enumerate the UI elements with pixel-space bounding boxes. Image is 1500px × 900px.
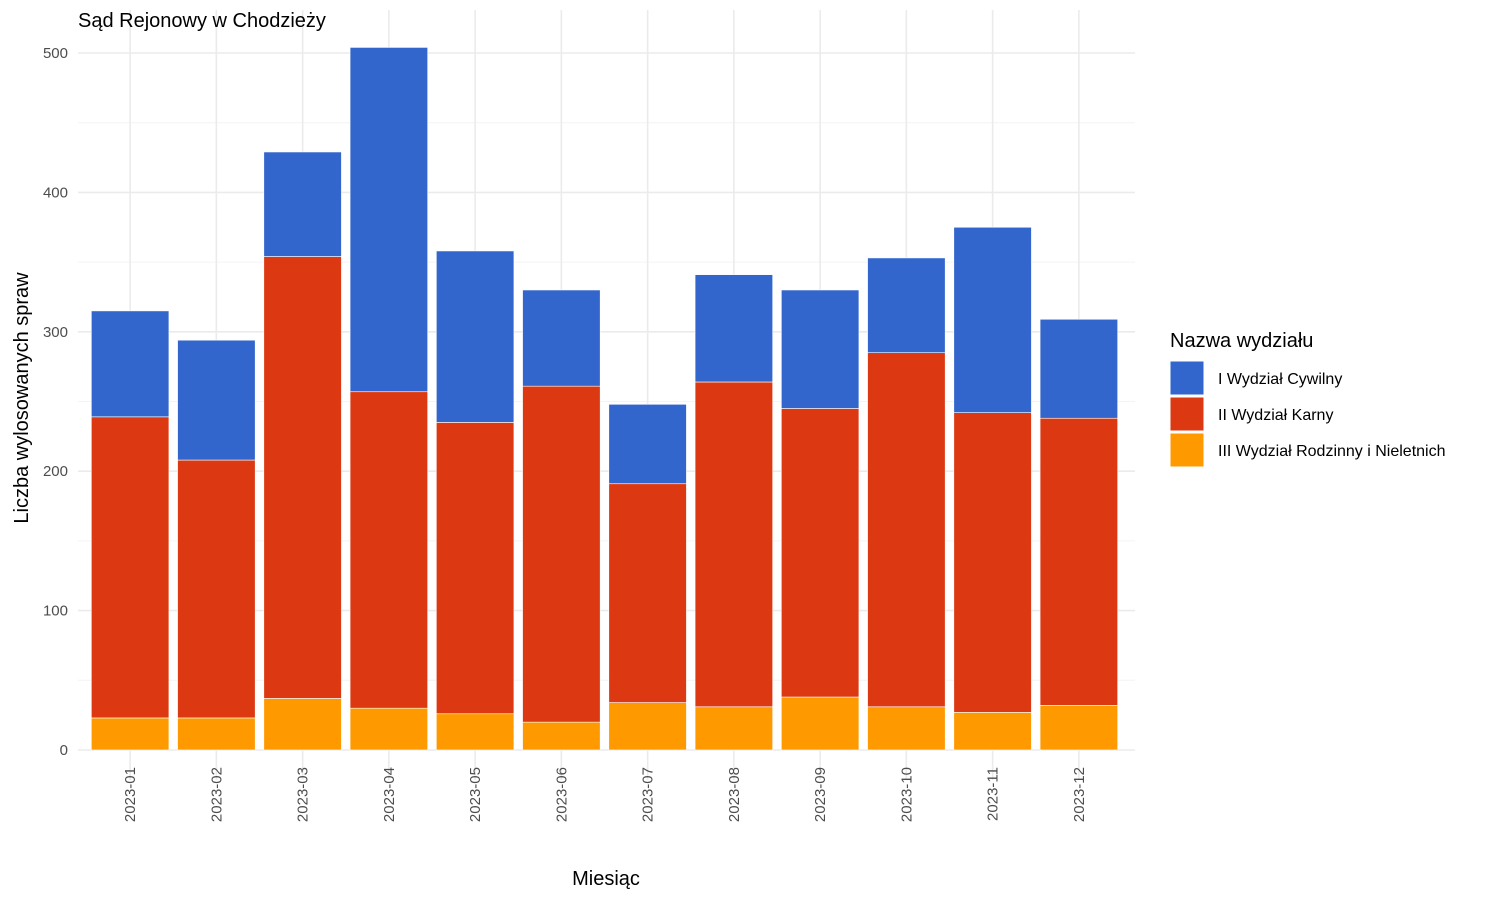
x-tick-label: 2023-09 bbox=[812, 767, 829, 822]
y-tick-label: 400 bbox=[43, 184, 68, 201]
legend-label: III Wydział Rodzinny i Nieletnich bbox=[1218, 443, 1446, 460]
bar-segment bbox=[608, 483, 687, 703]
legend: Nazwa wydziału I Wydział Cywilny II Wydzi… bbox=[1169, 330, 1446, 468]
x-tick-label: 2023-03 bbox=[295, 767, 312, 822]
x-tick-label: 2023-01 bbox=[122, 767, 139, 822]
x-tick-label: 2023-07 bbox=[640, 767, 657, 822]
bar-segment bbox=[91, 310, 170, 418]
legend-swatch bbox=[1169, 396, 1205, 432]
x-tick-label: 2023-12 bbox=[1071, 767, 1088, 822]
x-tick-label: 2023-06 bbox=[553, 767, 570, 822]
bar-segment bbox=[263, 698, 342, 751]
bar-segment bbox=[694, 706, 773, 751]
legend-swatch bbox=[1169, 432, 1205, 468]
bar-segment bbox=[436, 422, 515, 715]
bar-segment bbox=[1039, 318, 1118, 419]
bar-segment bbox=[522, 721, 601, 751]
bar-segment bbox=[177, 459, 256, 719]
bar-segment bbox=[694, 381, 773, 708]
bar-segment bbox=[349, 47, 428, 393]
bar-segment bbox=[608, 702, 687, 751]
bar-segment bbox=[91, 416, 170, 719]
y-tick-label: 500 bbox=[43, 45, 68, 62]
x-tick-label: 2023-11 bbox=[985, 767, 1002, 821]
x-tick-label: 2023-02 bbox=[208, 767, 225, 822]
bar-segment bbox=[953, 226, 1032, 413]
y-axis: 0 100 200 300 400 500 bbox=[43, 45, 68, 759]
bar-segment bbox=[867, 257, 946, 354]
bar-segment bbox=[1039, 705, 1118, 751]
bar-segment bbox=[781, 289, 860, 409]
legend-items: I Wydział Cywilny II Wydział Karny III Wyd… bbox=[1169, 360, 1446, 468]
legend-title: Nazwa wydziału bbox=[1170, 330, 1313, 352]
bar-segment bbox=[177, 339, 256, 461]
bar-segment bbox=[349, 707, 428, 751]
bar-segment bbox=[953, 412, 1032, 713]
bar-segment bbox=[436, 250, 515, 423]
bar-segment bbox=[867, 706, 946, 751]
bar-segment bbox=[263, 256, 342, 699]
bar-segment bbox=[522, 385, 601, 723]
legend-label: II Wydział Karny bbox=[1218, 407, 1333, 424]
x-tick-label: 2023-05 bbox=[467, 767, 484, 822]
bar-segment bbox=[1039, 417, 1118, 706]
bar-segment bbox=[781, 408, 860, 698]
x-axis-title: Miesiąc bbox=[572, 868, 640, 890]
bar-segment bbox=[263, 151, 342, 257]
bar-segment bbox=[91, 717, 170, 751]
bar-segment bbox=[522, 289, 601, 387]
x-tick-label: 2023-10 bbox=[898, 767, 915, 822]
legend-swatch bbox=[1169, 360, 1205, 396]
bar-segment bbox=[781, 696, 860, 751]
bar-segment bbox=[177, 717, 256, 751]
bar-segment bbox=[608, 403, 687, 485]
x-tick-label: 2023-04 bbox=[381, 767, 398, 822]
y-tick-label: 300 bbox=[43, 324, 68, 341]
bar-segment bbox=[953, 712, 1032, 751]
x-axis: 2023-01 2023-02 2023-03 2023-04 2023-05 2023-… bbox=[122, 767, 1088, 822]
bar-segment bbox=[436, 713, 515, 751]
bars bbox=[91, 47, 1118, 751]
bar-segment bbox=[694, 274, 773, 383]
chart-title: Sąd Rejonowy w Chodzieży bbox=[78, 10, 326, 32]
y-tick-label: 200 bbox=[43, 463, 68, 480]
y-tick-label: 100 bbox=[43, 603, 68, 620]
y-tick-label: 0 bbox=[60, 742, 68, 759]
bar-segment bbox=[349, 391, 428, 709]
bar-segment bbox=[867, 352, 946, 708]
y-axis-title: Liczba wylosowanych spraw bbox=[11, 272, 33, 524]
legend-label: I Wydział Cywilny bbox=[1218, 371, 1342, 388]
x-tick-label: 2023-08 bbox=[726, 767, 743, 822]
